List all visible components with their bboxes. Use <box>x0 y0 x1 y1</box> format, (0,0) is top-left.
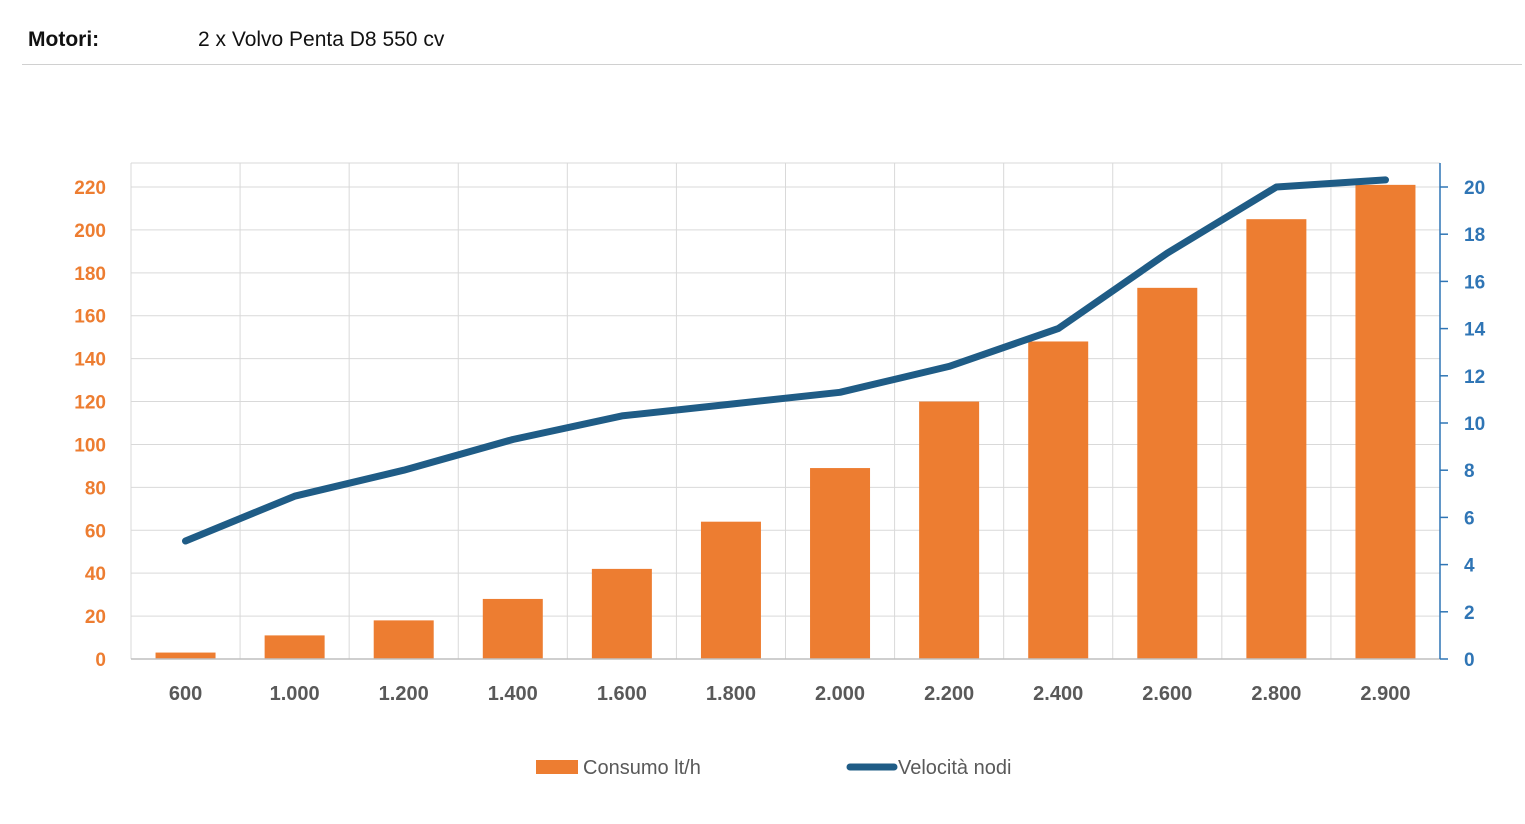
bar <box>810 468 871 659</box>
left-tick-label: 180 <box>74 264 106 285</box>
x-tick-label: 2.600 <box>1142 683 1192 705</box>
right-tick-label: 14 <box>1464 320 1486 341</box>
bar <box>700 521 761 659</box>
bar <box>919 401 980 659</box>
x-tick-label: 2.000 <box>815 683 865 705</box>
x-tick-label: 1.000 <box>270 683 320 705</box>
right-tick-label: 2 <box>1464 603 1475 624</box>
bar <box>155 652 216 659</box>
engine-header: Motori: 2 x Volvo Penta D8 550 cv <box>22 0 1522 65</box>
left-tick-label: 140 <box>74 350 106 371</box>
bar <box>1028 341 1089 659</box>
x-tick-label: 1.800 <box>706 683 756 705</box>
x-tick-label: 1.200 <box>379 683 429 705</box>
left-tick-label: 80 <box>85 478 106 499</box>
legend-swatch-consumo <box>536 760 578 774</box>
x-tick-label: 1.400 <box>488 683 538 705</box>
right-tick-label: 8 <box>1464 461 1475 482</box>
left-tick-label: 160 <box>74 307 106 328</box>
right-tick-label: 20 <box>1464 178 1485 199</box>
x-tick-label: 2.200 <box>924 683 974 705</box>
x-tick-label: 600 <box>169 683 202 705</box>
bar <box>1137 287 1198 659</box>
bar <box>264 635 325 659</box>
right-tick-label: 4 <box>1464 556 1475 577</box>
bar <box>1355 184 1416 659</box>
left-tick-label: 100 <box>74 435 106 456</box>
left-tick-label: 60 <box>85 521 106 542</box>
bar <box>482 598 543 659</box>
engine-value: 2 x Volvo Penta D8 550 cv <box>198 28 445 51</box>
bar <box>373 620 434 659</box>
right-tick-label: 0 <box>1464 650 1475 671</box>
engine-label: Motori: <box>28 28 100 51</box>
right-tick-label: 10 <box>1464 414 1485 435</box>
legend-label-consumo: Consumo lt/h <box>583 757 701 779</box>
left-tick-label: 0 <box>95 650 106 671</box>
bar <box>1246 219 1307 659</box>
right-tick-label: 6 <box>1464 508 1475 529</box>
x-tick-label: 2.800 <box>1251 683 1301 705</box>
bar <box>591 568 652 659</box>
left-tick-label: 20 <box>85 607 106 628</box>
right-tick-label: 18 <box>1464 225 1485 246</box>
x-tick-label: 2.400 <box>1033 683 1083 705</box>
left-tick-label: 200 <box>74 221 106 242</box>
right-tick-label: 16 <box>1464 272 1485 293</box>
left-tick-label: 220 <box>74 178 106 199</box>
x-tick-label: 2.900 <box>1360 683 1410 705</box>
x-tick-label: 1.600 <box>597 683 647 705</box>
left-tick-label: 40 <box>85 564 106 585</box>
speed-line <box>182 176 1389 545</box>
legend-label-velocita: Velocità nodi <box>898 757 1011 779</box>
right-tick-label: 12 <box>1464 367 1485 388</box>
left-tick-label: 120 <box>74 393 106 414</box>
